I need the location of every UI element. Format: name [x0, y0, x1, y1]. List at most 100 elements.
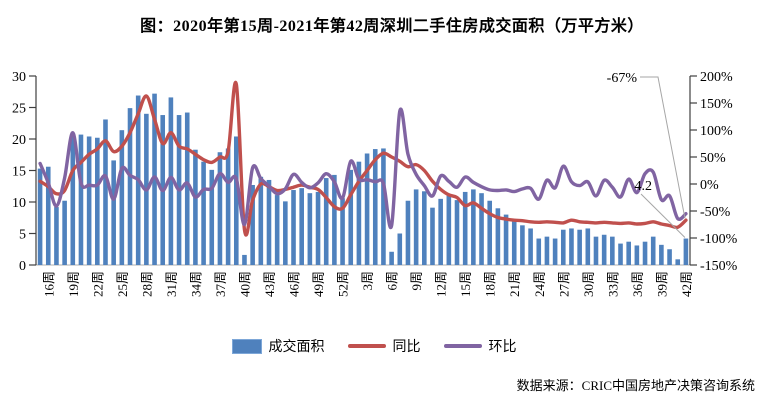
bar	[291, 190, 296, 265]
x-axis-tick-label: 46周	[287, 271, 302, 297]
bar	[495, 208, 501, 265]
x-axis-tick-label: 37周	[213, 271, 228, 297]
chart-title: 图：2020年第15周-2021年第42周深圳二手住房成交面积（万平方米）	[140, 18, 644, 35]
bar	[593, 236, 599, 265]
x-axis-tick-label: 21周	[507, 271, 522, 297]
bar	[111, 160, 116, 265]
x-axis-tick-label: 18周	[483, 271, 498, 297]
x-axis-tick-label: 22周	[90, 271, 105, 297]
bar	[348, 169, 354, 265]
legend: 成交面积 同比 环比	[0, 336, 766, 356]
right-axis-tick-label: -100%	[700, 232, 738, 247]
bar	[503, 214, 509, 265]
x-axis-tick-label: 19周	[66, 271, 81, 297]
bar	[675, 259, 681, 265]
bar	[560, 229, 566, 265]
left-axis-tick-label: 30	[12, 70, 26, 85]
x-axis-tick-label: 39周	[654, 271, 669, 297]
bar	[601, 234, 607, 265]
bar	[307, 193, 313, 265]
bar	[372, 149, 378, 265]
x-axis-tick-label: 43周	[262, 271, 277, 297]
bar	[413, 189, 419, 265]
x-axis-tick-label: 3周	[360, 271, 375, 291]
x-axis-tick-label: 52周	[336, 271, 351, 297]
bar	[536, 238, 542, 265]
left-axis-tick-label: 20	[12, 133, 26, 148]
bar	[209, 169, 215, 265]
bar	[103, 119, 108, 265]
bar	[315, 191, 321, 265]
legend-item-wow: 环比	[443, 336, 517, 356]
bar	[184, 112, 190, 265]
bar	[552, 238, 558, 265]
bar	[323, 178, 329, 265]
bar	[650, 236, 656, 265]
x-axis-tick-label: 9周	[409, 271, 424, 291]
bar	[356, 161, 362, 265]
bar	[274, 195, 280, 265]
legend-item-area: 成交面积	[231, 336, 325, 356]
bar	[642, 241, 648, 265]
wow-line-icon	[443, 344, 482, 348]
bar	[168, 97, 174, 265]
right-axis-tick-label: -50%	[700, 205, 731, 220]
left-axis-tick-label: 25	[12, 102, 26, 117]
bar	[585, 228, 591, 265]
legend-label-area: 成交面积	[268, 340, 325, 355]
bar	[569, 228, 574, 265]
bar	[520, 225, 525, 265]
bar	[283, 201, 288, 265]
yoy-annotation-leader	[640, 76, 686, 219]
bar	[626, 241, 631, 265]
bar	[634, 245, 640, 265]
bar	[462, 191, 468, 265]
x-axis-tick-label: 28周	[139, 271, 154, 297]
bar	[438, 198, 443, 265]
x-axis-tick-label: 27周	[556, 271, 571, 297]
x-axis-tick-label: 16周	[41, 271, 56, 297]
bar	[610, 236, 615, 265]
bar	[422, 191, 427, 265]
x-axis-tick-label: 49周	[311, 271, 326, 297]
bar	[340, 198, 345, 265]
bar	[544, 236, 550, 265]
bar	[446, 195, 452, 265]
bar	[479, 193, 484, 265]
bar	[45, 166, 51, 265]
bar	[577, 229, 582, 265]
bar	[405, 200, 411, 265]
x-axis-tick-label: 25周	[115, 271, 130, 297]
bar	[193, 149, 198, 265]
bar	[62, 200, 67, 265]
right-axis-tick-label: 100%	[700, 124, 733, 139]
area-swatch-icon	[231, 338, 262, 354]
bar	[250, 184, 255, 265]
x-axis-tick-label: 36周	[630, 271, 645, 297]
wow-line	[38, 107, 688, 230]
legend-label-wow: 环比	[488, 340, 517, 355]
left-axis-tick-label: 0	[19, 259, 26, 274]
x-axis-tick-label: 40周	[237, 271, 252, 297]
bar	[381, 148, 386, 265]
bar	[299, 188, 304, 265]
bar	[86, 136, 92, 265]
bar	[233, 136, 239, 265]
bar	[364, 153, 370, 265]
bar	[397, 233, 403, 265]
x-axis-tick-label: 15周	[458, 271, 473, 297]
right-axis-tick-label: 200%	[700, 70, 733, 85]
x-axis-tick-label: 6周	[385, 271, 400, 291]
legend-item-yoy: 同比	[347, 336, 421, 356]
left-axis-tick-label: 5	[19, 228, 26, 243]
data-source: 数据来源：CRIC中国房地产决策咨询系统	[516, 378, 755, 393]
yoy-line-icon	[347, 344, 386, 348]
bar	[389, 251, 394, 265]
right-axis-tick-label: 150%	[700, 97, 733, 112]
bar	[659, 244, 664, 265]
bar	[37, 168, 43, 265]
left-axis-tick-label: 15	[12, 165, 26, 180]
x-axis-tick-label: 34周	[188, 271, 203, 297]
left-axis-tick-label: 10	[12, 196, 26, 211]
